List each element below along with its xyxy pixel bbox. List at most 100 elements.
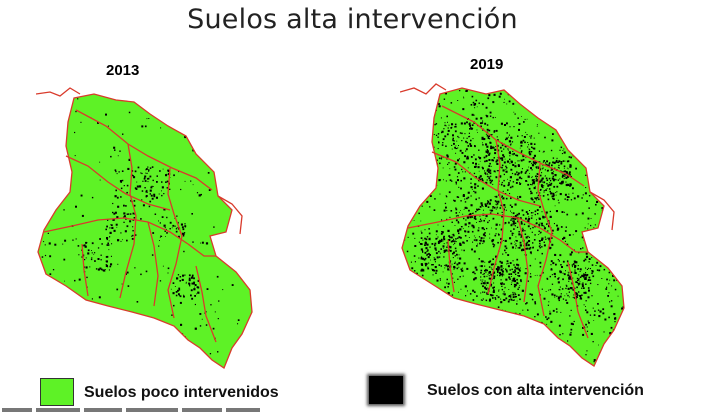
intervention-pixel bbox=[557, 227, 560, 230]
intervention-pixel bbox=[550, 149, 553, 152]
intervention-pixel bbox=[514, 203, 517, 206]
intervention-pixel bbox=[617, 94, 620, 97]
intervention-pixel bbox=[464, 328, 467, 331]
cropped-caption-text bbox=[2, 408, 260, 412]
intervention-pixel bbox=[459, 242, 462, 245]
intervention-pixel bbox=[113, 146, 116, 149]
intervention-pixel bbox=[245, 349, 248, 352]
intervention-pixel bbox=[583, 287, 585, 289]
intervention-pixel bbox=[517, 117, 519, 119]
intervention-pixel bbox=[617, 203, 619, 205]
intervention-pixel bbox=[53, 111, 56, 113]
intervention-pixel bbox=[402, 124, 404, 126]
intervention-pixel bbox=[488, 138, 491, 140]
intervention-pixel bbox=[501, 157, 504, 160]
intervention-pixel bbox=[548, 163, 550, 165]
intervention-pixel bbox=[464, 133, 466, 135]
intervention-pixel bbox=[597, 175, 599, 177]
intervention-pixel bbox=[563, 346, 565, 347]
intervention-pixel bbox=[426, 192, 428, 195]
intervention-pixel bbox=[478, 227, 480, 229]
intervention-pixel bbox=[473, 190, 475, 192]
intervention-pixel bbox=[579, 276, 582, 278]
intervention-pixel bbox=[601, 356, 603, 358]
intervention-pixel bbox=[508, 295, 510, 298]
intervention-pixel bbox=[443, 247, 444, 249]
intervention-pixel bbox=[500, 229, 502, 231]
intervention-pixel bbox=[516, 343, 518, 346]
intervention-pixel bbox=[607, 351, 609, 353]
intervention-pixel bbox=[457, 179, 459, 182]
intervention-pixel bbox=[128, 340, 129, 342]
intervention-pixel bbox=[467, 230, 470, 233]
intervention-pixel bbox=[416, 164, 419, 167]
intervention-pixel bbox=[552, 179, 555, 182]
intervention-pixel bbox=[536, 324, 539, 326]
intervention-pixel bbox=[501, 183, 503, 185]
intervention-pixel bbox=[579, 298, 582, 300]
intervention-pixel bbox=[579, 136, 581, 138]
intervention-pixel bbox=[422, 284, 424, 287]
intervention-pixel bbox=[502, 253, 504, 255]
intervention-pixel bbox=[586, 350, 588, 352]
intervention-pixel bbox=[500, 301, 503, 304]
intervention-pixel bbox=[607, 119, 610, 121]
intervention-pixel bbox=[503, 283, 505, 285]
intervention-pixel bbox=[184, 225, 187, 228]
intervention-pixel bbox=[496, 206, 498, 208]
intervention-pixel bbox=[107, 219, 109, 221]
intervention-pixel bbox=[531, 298, 534, 301]
intervention-pixel bbox=[514, 292, 516, 294]
intervention-pixel bbox=[443, 209, 446, 212]
intervention-pixel bbox=[542, 161, 544, 163]
intervention-pixel bbox=[91, 252, 93, 254]
intervention-pixel bbox=[91, 257, 93, 259]
intervention-pixel bbox=[418, 302, 420, 304]
intervention-pixel bbox=[562, 160, 565, 162]
intervention-pixel bbox=[468, 209, 470, 212]
intervention-pixel bbox=[565, 270, 566, 272]
intervention-pixel bbox=[539, 192, 541, 194]
intervention-pixel bbox=[551, 274, 553, 276]
intervention-pixel bbox=[145, 168, 148, 170]
intervention-pixel bbox=[63, 258, 66, 261]
intervention-pixel bbox=[424, 257, 427, 260]
intervention-pixel bbox=[505, 138, 507, 141]
intervention-pixel bbox=[517, 173, 519, 176]
intervention-pixel bbox=[556, 157, 558, 159]
intervention-pixel bbox=[455, 145, 457, 147]
intervention-pixel bbox=[452, 337, 454, 340]
intervention-pixel bbox=[439, 301, 441, 302]
intervention-pixel bbox=[512, 291, 514, 293]
intervention-pixel bbox=[512, 271, 515, 273]
intervention-pixel bbox=[90, 258, 93, 261]
intervention-pixel bbox=[114, 169, 117, 171]
intervention-pixel bbox=[527, 146, 529, 148]
intervention-pixel bbox=[121, 179, 124, 182]
intervention-pixel bbox=[407, 313, 409, 315]
intervention-pixel bbox=[486, 134, 488, 136]
intervention-pixel bbox=[505, 297, 508, 300]
intervention-pixel bbox=[593, 360, 595, 363]
intervention-pixel bbox=[522, 139, 525, 142]
intervention-pixel bbox=[474, 183, 477, 186]
intervention-pixel bbox=[551, 283, 554, 285]
intervention-pixel bbox=[529, 153, 532, 156]
intervention-pixel bbox=[506, 260, 509, 263]
intervention-pixel bbox=[457, 196, 460, 198]
intervention-pixel bbox=[518, 212, 520, 215]
intervention-pixel bbox=[480, 260, 483, 263]
intervention-pixel bbox=[486, 152, 488, 154]
intervention-pixel bbox=[601, 100, 604, 103]
intervention-pixel bbox=[510, 136, 513, 139]
intervention-pixel bbox=[596, 194, 598, 195]
intervention-pixel bbox=[563, 82, 564, 83]
intervention-pixel bbox=[546, 318, 549, 321]
intervention-pixel bbox=[442, 240, 444, 242]
intervention-pixel bbox=[593, 314, 596, 316]
intervention-pixel bbox=[430, 259, 431, 261]
intervention-pixel bbox=[571, 115, 573, 117]
intervention-pixel bbox=[525, 157, 527, 159]
intervention-pixel bbox=[153, 193, 156, 196]
intervention-pixel bbox=[403, 222, 405, 224]
